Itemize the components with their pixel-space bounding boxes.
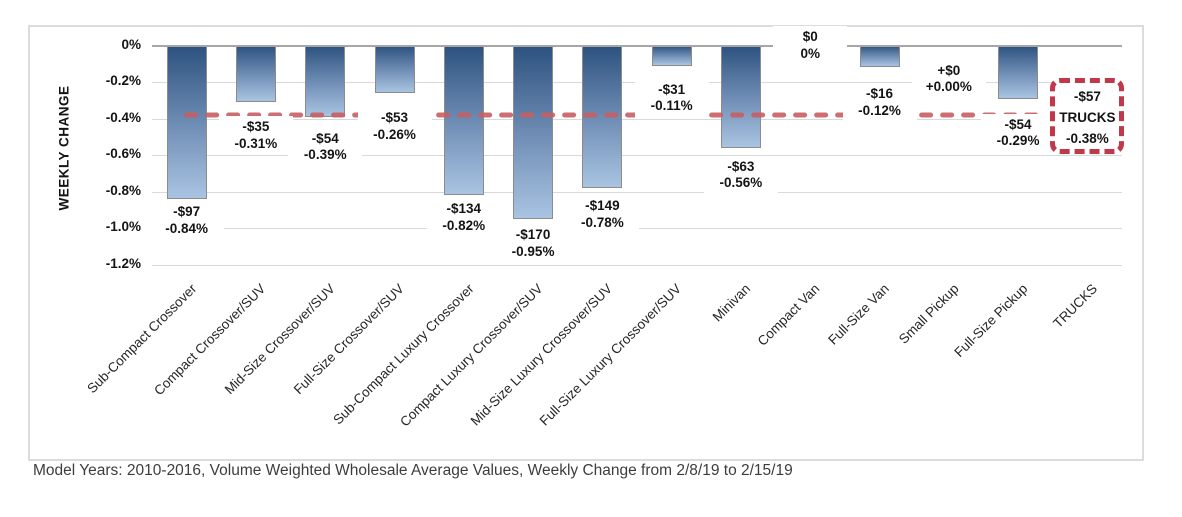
bar-value-label: -$31 -0.11% <box>634 78 709 118</box>
y-tick-label: -1.2% <box>105 255 141 271</box>
axis-line <box>152 44 1122 47</box>
bar <box>651 45 692 66</box>
bar-value-label: -$63 -0.56% <box>703 155 778 195</box>
chart-footnote: Model Years: 2010-2016, Volume Weighted … <box>33 462 793 479</box>
bar-percent-change: 0% <box>800 45 820 61</box>
bar-dollar-change: -$16 <box>865 86 894 102</box>
bar-value-label: -$54 -0.29% <box>981 113 1056 153</box>
bar-dollar-change: -$35 <box>242 119 270 135</box>
trucks-callout-line: TRUCKS <box>1059 110 1116 125</box>
bar-percent-change: +0.00% <box>925 79 972 94</box>
bar-dollar-change: -$54 <box>311 130 339 146</box>
bar <box>305 45 346 117</box>
bar-value-label: -$35 -0.31% <box>218 116 293 156</box>
bar-dollar-change: -$53 <box>380 110 409 126</box>
trucks-callout-box: -$57 TRUCKS -0.38% <box>1050 78 1125 154</box>
gridline <box>152 155 1122 157</box>
bar-dollar-change: -$134 <box>446 201 482 217</box>
bar-dollar-change: -$54 <box>1004 116 1032 132</box>
bar-percent-change: -0.26% <box>373 126 416 142</box>
bar-percent-change: -0.31% <box>234 135 278 151</box>
bar <box>720 45 761 148</box>
bar <box>374 45 415 94</box>
y-tick-label: -0.8% <box>105 182 141 198</box>
bar-percent-change: -0.78% <box>580 214 624 230</box>
trucks-callout-line: -$57 <box>1073 89 1101 104</box>
bar <box>582 45 623 189</box>
bar-value-label: -$97 -0.84% <box>149 201 224 241</box>
y-tick-label: -0.2% <box>105 73 141 89</box>
bar-dollar-change: $0 <box>802 29 818 44</box>
bar-value-label: $0 0% <box>773 26 848 65</box>
bar-dollar-change: +$0 <box>937 62 961 78</box>
y-tick-label: -1.0% <box>105 219 141 235</box>
y-tick-label: -0.4% <box>105 109 141 125</box>
bar-percent-change: -0.82% <box>442 217 486 233</box>
bar-value-label: -$54 -0.39% <box>288 127 363 167</box>
bar-value-label: -$16 -0.12% <box>842 83 917 123</box>
y-tick-label: 0% <box>121 36 141 52</box>
trucks-callout-line: -0.38% <box>1065 131 1109 146</box>
bar-dollar-change: -$31 <box>658 81 686 97</box>
gridline <box>152 264 1122 266</box>
bar <box>998 45 1039 99</box>
gridline <box>152 191 1122 193</box>
bar-percent-change: -0.29% <box>996 133 1040 149</box>
bar-dollar-change: -$63 <box>727 158 755 174</box>
y-axis-title: WEEKLY CHANGE <box>56 85 72 211</box>
bar <box>166 45 207 200</box>
chart-frame <box>28 25 1144 461</box>
bar-dollar-change: -$97 <box>173 204 201 220</box>
bar <box>235 45 276 103</box>
bar <box>443 45 484 196</box>
bar-percent-change: -0.56% <box>719 175 763 191</box>
bar-value-label: +$0 +0.00% <box>911 59 986 99</box>
bar-percent-change: -0.11% <box>650 98 693 114</box>
bar-percent-change: -0.84% <box>165 220 209 236</box>
bar-value-label: -$170 -0.95% <box>496 224 571 264</box>
gridline <box>152 118 1122 120</box>
bar-dollar-change: -$170 <box>515 227 551 243</box>
bar-value-label: -$134 -0.82% <box>426 198 501 238</box>
bar-percent-change: -0.95% <box>511 243 555 259</box>
bar-value-label: -$149 -0.78% <box>565 195 640 235</box>
bar-percent-change: -0.12% <box>858 102 901 118</box>
bar <box>859 45 900 68</box>
bar-value-label: -$53 -0.26% <box>357 107 432 147</box>
y-tick-label: -0.6% <box>105 146 141 162</box>
bar <box>513 45 554 220</box>
bar-dollar-change: -$149 <box>585 198 620 214</box>
bar-percent-change: -0.39% <box>303 147 347 163</box>
